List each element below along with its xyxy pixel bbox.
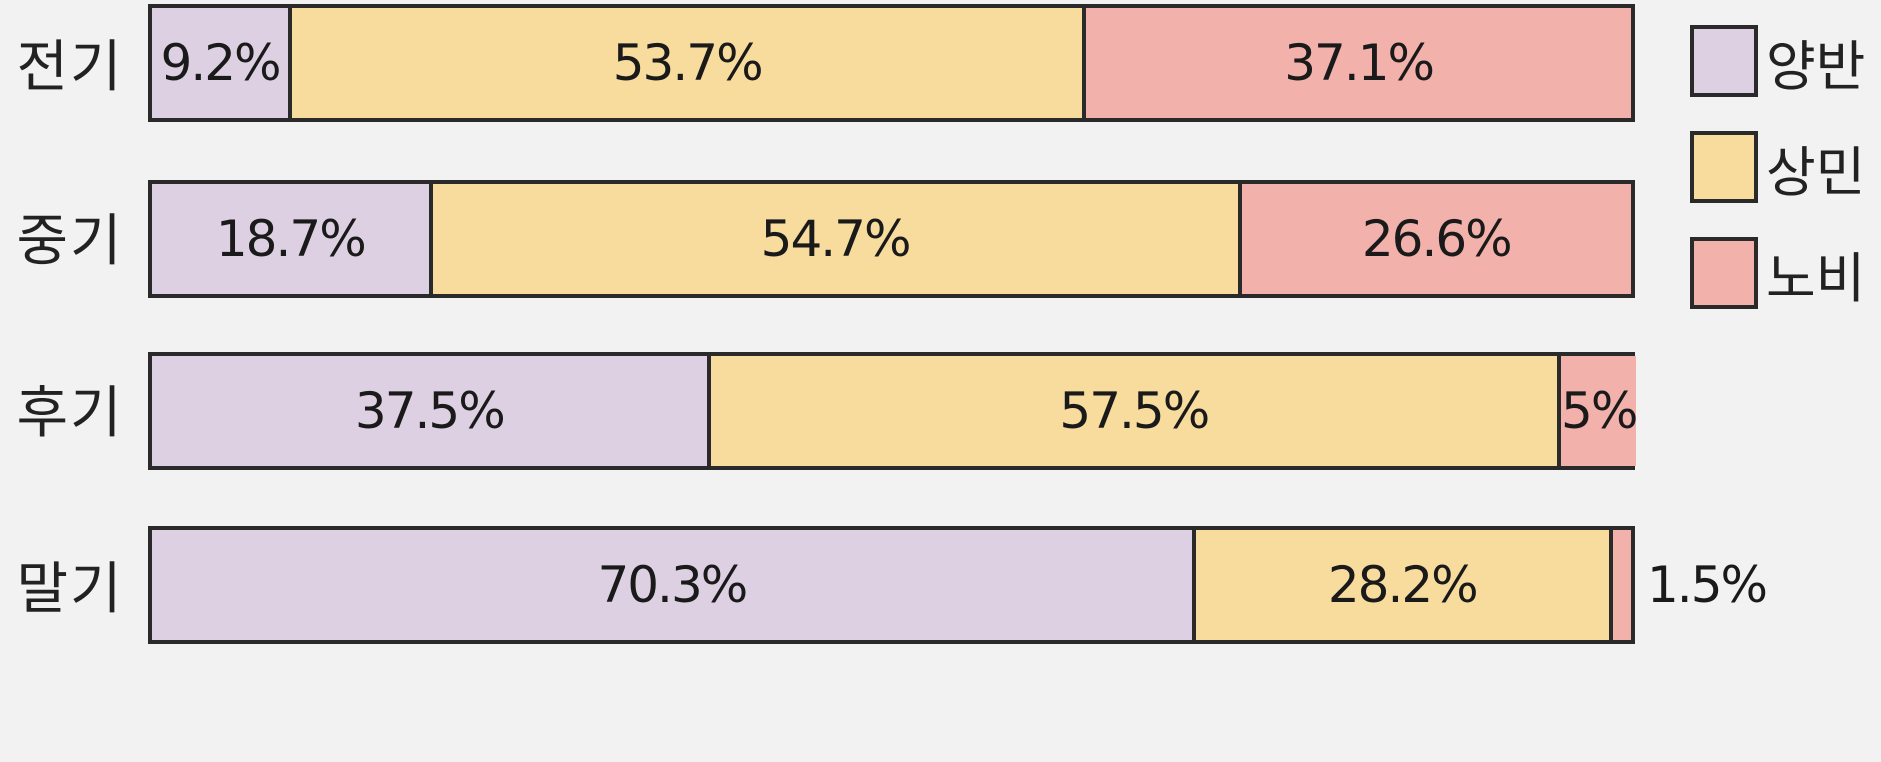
bar-segment: 9.2% <box>152 8 289 118</box>
legend-item: 상민 <box>1690 114 1865 220</box>
category-label: 중기 <box>16 208 124 274</box>
data-label: 70.3% <box>597 556 748 614</box>
legend-item: 양반 <box>1690 8 1865 114</box>
data-label: 1.5% <box>1647 556 1768 614</box>
bar-segment: 37.5% <box>152 356 707 466</box>
bar-segment: 18.7% <box>152 184 429 294</box>
legend-swatch <box>1690 131 1758 203</box>
data-label: 54.7% <box>760 210 912 268</box>
legend-label: 양반 <box>1766 34 1866 98</box>
data-label: 37.5% <box>354 382 506 440</box>
data-label: 53.7% <box>612 34 764 92</box>
stacked-bar: 70.3% 28.2% <box>148 526 1635 644</box>
data-label: 37.1% <box>1284 34 1435 92</box>
data-label: 26.6% <box>1361 210 1513 268</box>
bar-segment: 37.1% <box>1082 8 1631 118</box>
bar-segment: 54.7% <box>428 184 1238 294</box>
data-label: 57.5% <box>1059 382 1210 440</box>
bar-segment <box>1608 530 1631 640</box>
data-label: 9.2% <box>160 34 282 92</box>
stacked-bar: 18.7% 54.7% 26.6% <box>148 180 1635 298</box>
category-label: 후기 <box>16 380 124 446</box>
category-label: 말기 <box>16 556 124 622</box>
legend-label: 노비 <box>1766 246 1866 310</box>
bar-segment: 5% <box>1557 356 1638 466</box>
bar-segment: 53.7% <box>288 8 1083 118</box>
stacked-bar: 37.5% 57.5% 5% <box>148 352 1638 470</box>
bar-segment: 70.3% <box>152 530 1192 640</box>
category-label: 전기 <box>16 34 124 100</box>
legend-label: 상민 <box>1766 140 1866 204</box>
data-label: 28.2% <box>1327 556 1479 614</box>
legend-swatch <box>1690 25 1758 97</box>
legend-item: 노비 <box>1690 220 1865 326</box>
bar-segment: 28.2% <box>1191 530 1609 640</box>
bar-segment: 26.6% <box>1237 184 1631 294</box>
data-label: 18.7% <box>215 210 367 268</box>
legend-swatch <box>1690 237 1758 309</box>
stacked-bar: 9.2% 53.7% 37.1% <box>148 4 1635 122</box>
data-label: 5% <box>1561 382 1638 440</box>
bar-segment: 57.5% <box>706 356 1558 466</box>
